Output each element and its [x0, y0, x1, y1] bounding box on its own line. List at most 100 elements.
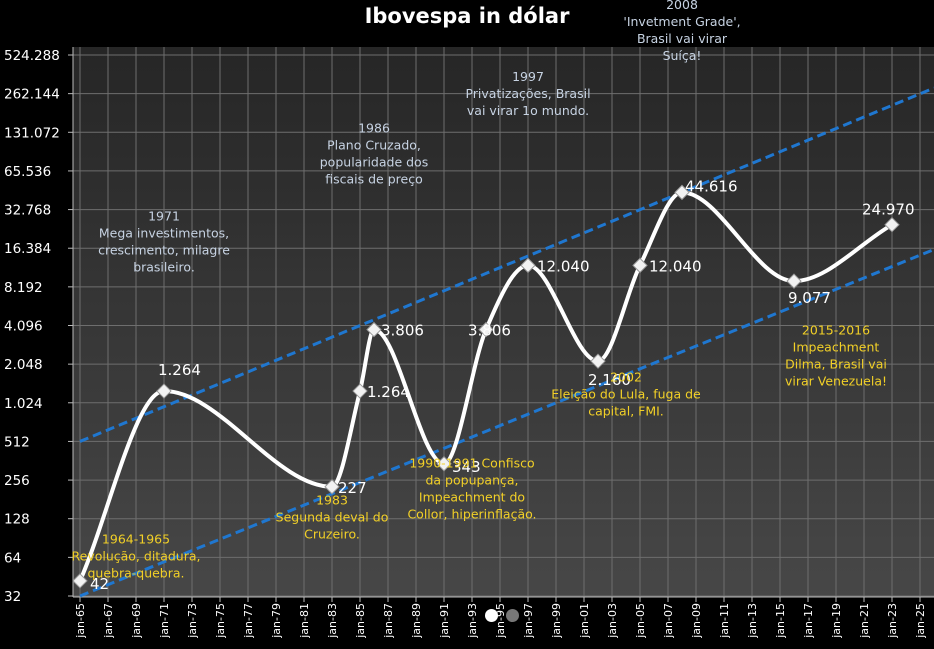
pager-dot-active[interactable]: [485, 609, 498, 622]
annotation-text: 2002: [610, 370, 642, 385]
data-label: 227: [338, 479, 367, 497]
annotation-text: 1997: [512, 69, 544, 84]
x-tick-label: jan-81: [298, 603, 311, 639]
y-tick-label: 1.024: [4, 396, 43, 412]
x-tick-label: jan-11: [718, 603, 731, 639]
x-tick-label: jan-23: [886, 603, 899, 639]
data-label: 2.160: [588, 371, 631, 389]
x-tick-label: jan-01: [578, 603, 591, 639]
x-tick-label: jan-83: [326, 603, 339, 639]
data-label: 343: [452, 458, 481, 476]
y-tick-label: 524.288: [4, 48, 60, 64]
data-point: [72, 573, 88, 589]
annotation-text: quebra-quebra.: [87, 566, 184, 581]
x-tick-label: jan-13: [746, 603, 759, 639]
chart-title: Ibovespa in dólar: [364, 4, 570, 28]
data-label: 12.040: [537, 257, 590, 275]
x-tick-label: jan-73: [186, 603, 199, 639]
annotation-text: Segunda deval do: [276, 510, 389, 525]
x-tick-label: jan-67: [102, 603, 115, 639]
annotation-text: capital, FMI.: [588, 404, 664, 419]
x-tick-label: jan-85: [354, 603, 367, 639]
annotation-text: Brasil vai virar: [637, 31, 728, 46]
annotation-text: vai virar 1o mundo.: [467, 103, 589, 118]
y-tick-label: 2.048: [4, 357, 43, 373]
x-tick-label: jan-65: [74, 603, 87, 639]
x-tick-label: jan-95: [494, 603, 507, 639]
x-tick-label: jan-87: [382, 603, 395, 639]
trend-lines: [79, 86, 934, 598]
y-tick-label: 128: [4, 512, 30, 528]
y-tick-label: 262.144: [4, 87, 60, 103]
data-point: [520, 257, 536, 274]
x-tick-label: jan-09: [690, 603, 703, 639]
annotation-text: 1964-1965: [102, 532, 170, 547]
x-tick-label: jan-75: [214, 603, 227, 639]
annotation-text: Collor, hiperinflação.: [407, 507, 536, 522]
y-axis: 32 64 128 256 512 1.024 2.048 4.096 8.192 16.384 3…: [4, 47, 74, 605]
annotation-text: Revolução, ditadura,: [72, 549, 201, 564]
data-point: [156, 383, 172, 399]
data-point: [352, 383, 368, 399]
annotation-text: Mega investimentos,: [99, 225, 229, 240]
annotation-text: Eleição do Lula, fuga de: [551, 387, 701, 402]
data-label: 1.264: [158, 361, 201, 379]
annotation-text: Cruzeiro.: [304, 527, 360, 542]
y-tick-label: 32: [4, 589, 21, 605]
annotation-text: 1990-1991 Confisco: [409, 456, 534, 471]
data-markers: [72, 184, 900, 589]
trend-line: [79, 86, 934, 443]
x-tick-label: jan-07: [662, 603, 675, 639]
data-label: 12.040: [649, 257, 702, 275]
annotation-text: Plano Cruzado,: [327, 138, 421, 153]
x-tick-label: jan-89: [410, 603, 423, 639]
data-point: [366, 321, 382, 338]
data-label: 44.616: [685, 177, 738, 195]
x-tick-label: jan-05: [634, 603, 647, 639]
annotation-text: crescimento, milagre: [98, 242, 230, 257]
x-tick-label: jan-25: [914, 603, 927, 639]
annotation-text: fiscais de preço: [325, 172, 423, 187]
data-point: [786, 273, 802, 289]
y-tick-label: 65.536: [4, 164, 51, 180]
x-tick-label: jan-77: [242, 603, 255, 639]
y-tick-label: 32.768: [4, 203, 51, 219]
data-label: 1.264: [367, 383, 410, 401]
y-tick-label: 256: [4, 473, 30, 489]
annotation-text: 1971: [148, 208, 180, 223]
x-tick-label: jan-15: [774, 603, 787, 639]
data-labels: 42 1.264 227 1.264 3.806 343 3.806 12.040 2.160 1…: [90, 177, 915, 592]
data-point: [674, 184, 690, 201]
annotation-text: virar Venezuela!: [785, 373, 887, 388]
y-tick-label: 64: [4, 550, 21, 566]
data-point: [590, 353, 606, 369]
pager-dot[interactable]: [506, 609, 519, 622]
data-label: 9.077: [788, 289, 831, 307]
data-point: [632, 257, 648, 274]
data-point: [324, 479, 340, 495]
annotation-text: 'Invetment Grade',: [623, 14, 740, 29]
data-label: 42: [90, 575, 109, 593]
x-tick-label: jan-71: [158, 603, 171, 639]
annotations: 1971 Mega investimentos, crescimento, mila…: [72, 0, 887, 581]
annotation-text: brasileiro.: [133, 259, 195, 274]
data-label: 3.806: [468, 322, 511, 340]
annotation-text: Impeachment do: [419, 490, 525, 505]
plot-background: [73, 47, 934, 597]
data-label: 3.806: [381, 322, 424, 340]
x-tick-label: jan-69: [130, 603, 143, 639]
x-tick-label: jan-21: [858, 603, 871, 639]
data-point: [884, 217, 900, 233]
annotation-text: Impeachment: [793, 339, 880, 354]
annotation-text: 1986: [358, 121, 390, 136]
x-tick-label: jan-19: [830, 603, 843, 639]
x-tick-label: jan-17: [802, 603, 815, 639]
x-tick-label: jan-03: [606, 603, 619, 639]
x-axis: jan-65 jan-67 jan-69 jan-71 jan-73 jan-75 jan-…: [73, 596, 934, 639]
annotation-text: Privatizações, Brasil: [465, 86, 590, 101]
x-tick-label: jan-97: [522, 603, 535, 639]
annotation-text: 2008: [666, 0, 698, 12]
annotation-text: Dilma, Brasil vai: [785, 356, 887, 371]
data-point: [478, 321, 494, 338]
